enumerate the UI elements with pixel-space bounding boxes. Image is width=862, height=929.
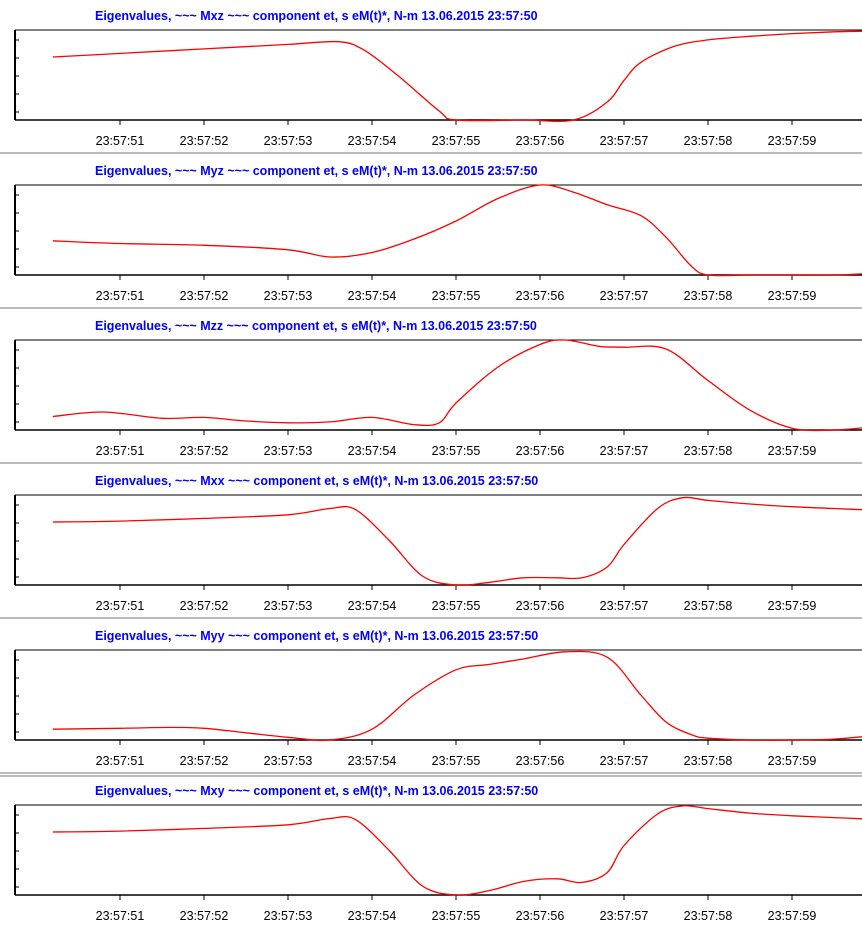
x-tick-label: 23:57:51	[96, 754, 145, 768]
x-tick-label: 23:57:51	[96, 289, 145, 303]
x-tick-label: 23:57:53	[264, 444, 313, 458]
x-tick-label: 23:57:58	[684, 444, 733, 458]
chart-panel: Eigenvalues, ~~~ Mzz ~~~ component et, s…	[0, 319, 862, 464]
x-tick-label: 23:57:52	[180, 289, 229, 303]
chart-panel: Eigenvalues, ~~~ Mxx ~~~ component et, s…	[0, 474, 862, 619]
x-tick-label: 23:57:55	[432, 909, 481, 923]
chart-title: Eigenvalues, ~~~ Mxz ~~~ component et, s…	[95, 9, 538, 23]
x-tick-label: 23:57:58	[684, 134, 733, 148]
series-line	[52, 650, 862, 741]
x-tick-label: 23:57:53	[264, 134, 313, 148]
x-tick-label: 23:57:51	[96, 134, 145, 148]
x-tick-label: 23:57:54	[348, 134, 397, 148]
x-tick-label: 23:57:56	[516, 909, 565, 923]
series-line	[52, 184, 862, 277]
x-tick-label: 23:57:51	[96, 599, 145, 613]
x-tick-label: 23:57:54	[348, 289, 397, 303]
series-line	[52, 30, 862, 122]
series-line	[52, 805, 862, 896]
x-tick-label: 23:57:59	[768, 134, 817, 148]
x-tick-label: 23:57:54	[348, 909, 397, 923]
chart-panel: Eigenvalues, ~~~ Myy ~~~ component et, s…	[0, 629, 862, 777]
x-tick-label: 23:57:55	[432, 599, 481, 613]
x-tick-label: 23:57:58	[684, 289, 733, 303]
chart-panel: Eigenvalues, ~~~ Mxz ~~~ component et, s…	[0, 9, 862, 154]
x-tick-label: 23:57:57	[600, 599, 649, 613]
x-tick-label: 23:57:57	[600, 909, 649, 923]
x-tick-label: 23:57:54	[348, 599, 397, 613]
x-tick-label: 23:57:57	[600, 289, 649, 303]
x-tick-label: 23:57:54	[348, 754, 397, 768]
x-tick-label: 23:57:58	[684, 599, 733, 613]
x-tick-label: 23:57:53	[264, 289, 313, 303]
series-line	[52, 496, 862, 586]
chart-title: Eigenvalues, ~~~ Myy ~~~ component et, s…	[95, 629, 538, 643]
x-tick-label: 23:57:58	[684, 754, 733, 768]
x-tick-label: 23:57:59	[768, 444, 817, 458]
x-tick-label: 23:57:59	[768, 754, 817, 768]
chart-title: Eigenvalues, ~~~ Mzz ~~~ component et, s…	[95, 319, 537, 333]
x-tick-label: 23:57:55	[432, 134, 481, 148]
x-tick-label: 23:57:57	[600, 754, 649, 768]
x-tick-label: 23:57:51	[96, 909, 145, 923]
x-tick-label: 23:57:52	[180, 754, 229, 768]
x-tick-label: 23:57:53	[264, 599, 313, 613]
x-tick-label: 23:57:56	[516, 599, 565, 613]
x-tick-label: 23:57:59	[768, 289, 817, 303]
chart-title: Eigenvalues, ~~~ Mxx ~~~ component et, s…	[95, 474, 538, 488]
series-line	[52, 339, 862, 432]
x-tick-label: 23:57:52	[180, 599, 229, 613]
chart-title: Eigenvalues, ~~~ Myz ~~~ component et, s…	[95, 164, 538, 178]
chart-title: Eigenvalues, ~~~ Mxy ~~~ component et, s…	[95, 784, 538, 798]
x-tick-label: 23:57:57	[600, 134, 649, 148]
x-tick-label: 23:57:52	[180, 909, 229, 923]
chart-panel: Eigenvalues, ~~~ Mxy ~~~ component et, s…	[14, 784, 862, 923]
x-tick-label: 23:57:54	[348, 444, 397, 458]
chart-panel: Eigenvalues, ~~~ Myz ~~~ component et, s…	[0, 164, 862, 309]
x-tick-label: 23:57:52	[180, 134, 229, 148]
x-tick-label: 23:57:58	[684, 909, 733, 923]
x-tick-label: 23:57:53	[264, 909, 313, 923]
x-tick-label: 23:57:55	[432, 754, 481, 768]
x-tick-label: 23:57:55	[432, 289, 481, 303]
x-tick-label: 23:57:53	[264, 754, 313, 768]
x-tick-label: 23:57:59	[768, 909, 817, 923]
x-tick-label: 23:57:52	[180, 444, 229, 458]
x-tick-label: 23:57:56	[516, 444, 565, 458]
x-tick-label: 23:57:51	[96, 444, 145, 458]
x-tick-label: 23:57:57	[600, 444, 649, 458]
x-tick-label: 23:57:56	[516, 754, 565, 768]
x-tick-label: 23:57:56	[516, 289, 565, 303]
x-tick-label: 23:57:55	[432, 444, 481, 458]
x-tick-label: 23:57:59	[768, 599, 817, 613]
x-tick-label: 23:57:56	[516, 134, 565, 148]
